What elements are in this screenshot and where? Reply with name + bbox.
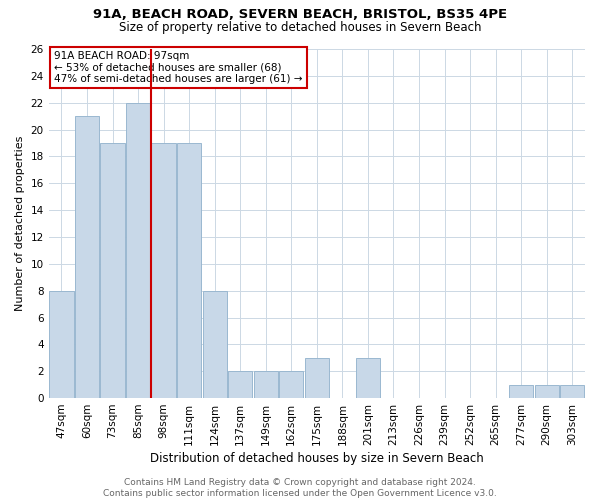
Bar: [203, 290, 227, 398]
Y-axis label: Number of detached properties: Number of detached properties: [15, 136, 25, 311]
Bar: [100, 143, 125, 398]
Text: Size of property relative to detached houses in Severn Beach: Size of property relative to detached ho…: [119, 21, 481, 34]
Bar: [509, 384, 533, 398]
Bar: [305, 358, 329, 398]
Bar: [49, 290, 74, 398]
X-axis label: Distribution of detached houses by size in Severn Beach: Distribution of detached houses by size …: [150, 452, 484, 465]
Bar: [75, 116, 99, 398]
Text: 91A, BEACH ROAD, SEVERN BEACH, BRISTOL, BS35 4PE: 91A, BEACH ROAD, SEVERN BEACH, BRISTOL, …: [93, 8, 507, 20]
Text: 91A BEACH ROAD: 97sqm
← 53% of detached houses are smaller (68)
47% of semi-deta: 91A BEACH ROAD: 97sqm ← 53% of detached …: [54, 50, 302, 84]
Bar: [356, 358, 380, 398]
Text: Contains HM Land Registry data © Crown copyright and database right 2024.
Contai: Contains HM Land Registry data © Crown c…: [103, 478, 497, 498]
Bar: [535, 384, 559, 398]
Bar: [228, 371, 253, 398]
Bar: [151, 143, 176, 398]
Bar: [177, 143, 201, 398]
Bar: [560, 384, 584, 398]
Bar: [126, 102, 150, 398]
Bar: [254, 371, 278, 398]
Bar: [279, 371, 304, 398]
